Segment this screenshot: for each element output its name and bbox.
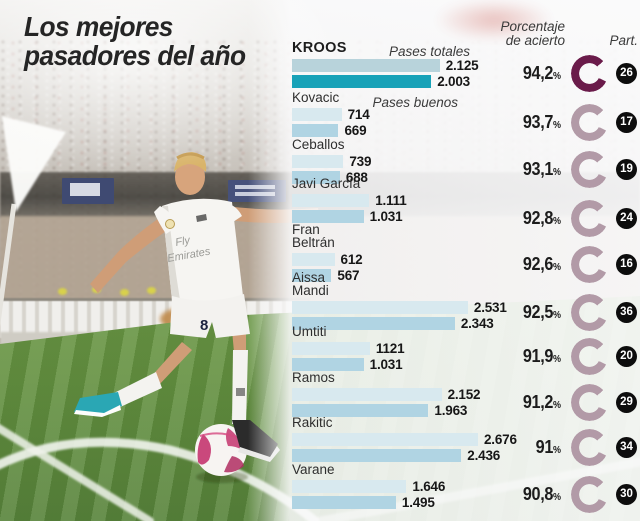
player-row-aissa-mandi: Aissa Mandi 2.531 2.343 92,5% 36 [292,271,638,333]
player-name: Rakitic [292,415,333,430]
total-passes-value: 612 [340,252,363,267]
good-passes-bar [292,449,462,462]
total-passes-value: 2.125 [445,58,479,73]
total-passes-value: 1.111 [375,193,407,208]
player-name: Varane [292,462,335,477]
good-passes-value: 1.495 [401,495,435,510]
accuracy-percentage: 91,2% [522,392,561,412]
player-row-javi-garcia: Javi García 1.111 1.031 92,8% 24 [292,176,638,237]
accuracy-percentage: 93,7% [522,112,561,132]
player-name: Ramos [292,370,335,385]
accuracy-ring-icon [571,338,608,375]
good-passes-bar [292,75,432,88]
player-row-kroos: KROOS 2.125 2.003 94,2% 26 [292,40,638,92]
matches-badge: 19 [616,159,637,180]
good-passes-bar [292,210,364,223]
good-passes-value: 1.031 [369,209,403,224]
accuracy-ring-icon [571,151,608,188]
matches-badge: 16 [616,254,637,275]
matches-badge: 24 [616,208,637,229]
matches-badge: 26 [616,63,637,84]
player-name: KROOS [292,40,347,56]
player-name: Fran Beltrán [292,222,335,250]
player-row-rakitic: Rakitic 2.676 2.436 91% 34 [292,415,638,466]
total-passes-bar [292,194,370,207]
good-passes-value: 688 [345,170,368,185]
player-name: Ceballos [292,137,345,152]
good-passes-bar [292,496,396,509]
accuracy-percentage: 91% [535,437,561,457]
good-passes-value: 567 [337,268,360,283]
good-passes-value: 1.963 [434,403,468,418]
scoreboard-glow [438,0,550,40]
total-passes-bar [292,155,344,168]
good-passes-value: 2.436 [467,448,501,463]
player-name: Javi García [292,176,361,191]
participations-column-header: Part. [609,33,638,48]
matches-badge: 29 [616,392,637,413]
player-name: Aissa Mandi [292,270,329,298]
total-passes-value: 2.676 [483,432,517,447]
total-passes-value: 2.152 [447,387,481,402]
player-row-varane: Varane 1.646 1.495 90,8% 30 [292,462,638,513]
total-passes-bar [292,480,407,493]
legend-total-passes: Pases totales [388,44,470,59]
good-passes-bar [292,171,340,184]
accuracy-ring-icon [571,384,608,421]
accuracy-percentage: 92,5% [522,302,561,322]
good-passes-bar [292,317,455,330]
accuracy-column-header: Porcentaje de acierto [500,19,565,48]
total-passes-bar [292,301,468,314]
accuracy-percentage: 92,6% [522,254,561,274]
total-passes-bar [292,253,335,266]
total-passes-bar [292,433,478,446]
matches-badge: 34 [616,437,637,458]
accuracy-percentage: 91,9% [522,346,561,366]
legend-good-passes: Pases buenos [372,95,458,110]
accuracy-ring-icon [571,55,608,92]
player-name: Kovacic [292,90,340,105]
good-passes-value: 669 [344,123,367,138]
total-passes-bar [292,342,370,355]
accuracy-ring-icon [571,246,608,283]
good-passes-value: 2.003 [437,74,470,89]
accuracy-ring-icon [571,294,608,331]
accuracy-percentage: 94,2% [522,63,561,83]
accuracy-ring-icon [571,200,608,237]
total-passes-value: 1.646 [412,479,446,494]
good-passes-bar [292,358,364,371]
total-passes-bar [292,108,342,121]
accuracy-percentage: 90,8% [522,484,561,504]
page-title: Los mejores pasadores del año [24,11,246,72]
player-row-fran-beltran: Fran Beltrán 612 567 92,6% 16 [292,223,638,285]
good-passes-value: 2.343 [460,316,494,331]
total-passes-bar [292,59,440,72]
accuracy-ring-icon [571,476,608,513]
total-passes-value: 714 [347,107,370,122]
accuracy-ring-icon [571,429,608,466]
player-row-ramos: Ramos 2.152 1.963 91,2% 29 [292,370,638,421]
total-passes-value: 739 [349,154,372,169]
total-passes-value: 2.531 [473,300,507,315]
good-passes-value: 1.031 [369,357,403,372]
accuracy-percentage: 93,1% [522,159,561,179]
accuracy-ring-icon [571,104,608,141]
player-row-kovacic: Kovacic 714 669 93,7% 17 [292,90,638,141]
accuracy-percentage: 92,8% [522,208,561,228]
player-name: Umtiti [292,324,327,339]
good-passes-bar [292,124,339,137]
good-passes-bar [292,269,332,282]
total-passes-value: 1121 [375,341,405,356]
total-passes-bar [292,388,442,401]
matches-badge: 36 [616,302,637,323]
player-row-umtiti: Umtiti 1121 1.031 91,9% 20 [292,324,638,375]
matches-badge: 17 [616,112,637,133]
matches-badge: 30 [616,484,637,505]
good-passes-bar [292,404,429,417]
player-row-ceballos: Ceballos 739 688 93,1% 19 [292,137,638,188]
matches-badge: 20 [616,346,637,367]
